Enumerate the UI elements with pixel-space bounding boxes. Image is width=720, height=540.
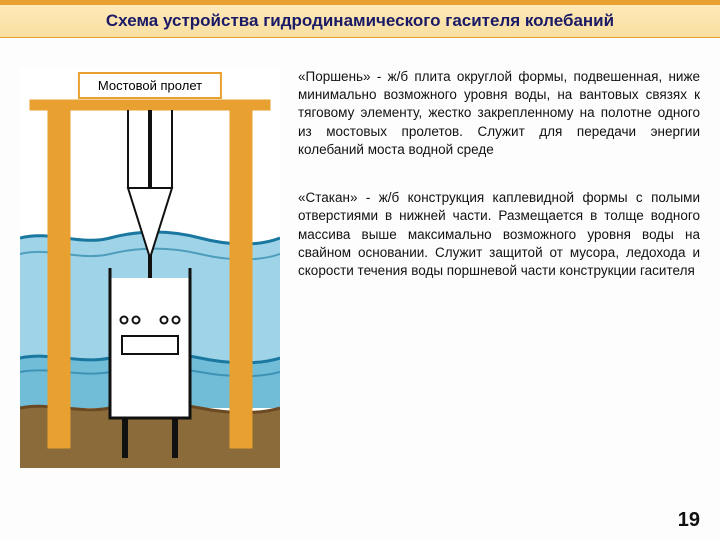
text-column: «Поршень» - ж/б плита округлой формы, по…: [298, 68, 700, 468]
page-number: 19: [678, 509, 700, 532]
bridge-label: Мостовой пролет: [78, 72, 222, 99]
paragraph-stakan: «Стакан» - ж/б конструкция каплевидной ф…: [298, 189, 700, 280]
title-band: Схема устройства гидродинамического гаси…: [0, 3, 720, 38]
paragraph-piston: «Поршень» - ж/б плита округлой формы, по…: [298, 68, 700, 159]
page-title: Схема устройства гидродинамического гаси…: [12, 11, 708, 31]
content: Мостовой пролет «Поршень» - ж/б плита ок…: [0, 38, 720, 478]
diagram: Мостовой пролет: [20, 68, 280, 468]
diagram-column: Мостовой пролет: [20, 68, 280, 468]
diagram-svg: [20, 68, 280, 468]
